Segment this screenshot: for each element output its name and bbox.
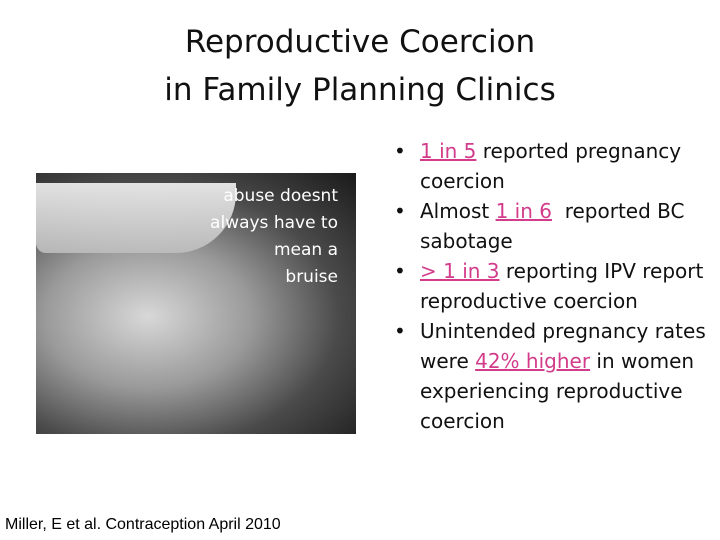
- title-line: Reproductive Coercion: [184, 24, 536, 60]
- bullet-text: in women experiencing reproductive coerc…: [420, 349, 701, 433]
- bullet: Unintended pregnancy rates were 42% high…: [390, 316, 715, 436]
- bullet-text: reporting IPV report reproductive coerci…: [420, 259, 710, 313]
- bullet: Almost 1 in 6 reported BC sabotage: [390, 196, 715, 256]
- bullet-text: reported BC sabotage: [420, 199, 691, 253]
- bullet: 1 in 5 reported pregnancy coercion: [390, 136, 715, 196]
- title-line: in Family Planning Clinics: [164, 72, 556, 108]
- photo: abuse doesnt always have to mean a bruise: [36, 173, 356, 434]
- caption-line: always have to: [210, 213, 338, 233]
- caption-line: bruise: [285, 267, 338, 287]
- bullet: > 1 in 3 reporting IPV report reproducti…: [390, 256, 715, 316]
- citation: Miller, E et al. Contraception April 201…: [5, 516, 281, 533]
- bullet-text: reported pregnancy coercion: [420, 139, 688, 193]
- highlight-text: 1 in 5: [420, 139, 477, 163]
- caption-line: abuse doesnt: [223, 186, 338, 206]
- photo-shape: [36, 183, 236, 253]
- slide-title: Reproductive Coercion in Family Planning …: [0, 18, 720, 114]
- highlight-text: 1 in 6: [495, 199, 552, 223]
- highlight-text: 42% higher: [475, 349, 591, 373]
- highlight-text: > 1 in 3: [420, 259, 500, 283]
- bullet-text: Almost: [420, 199, 496, 223]
- caption-line: mean a: [273, 240, 338, 260]
- bullet-list: 1 in 5 reported pregnancy coercionAlmost…: [390, 136, 715, 436]
- bullet-text: Unintended pregnancy rates were: [420, 319, 713, 373]
- image-caption: abuse doesnt always have to mean a bruise: [210, 183, 338, 291]
